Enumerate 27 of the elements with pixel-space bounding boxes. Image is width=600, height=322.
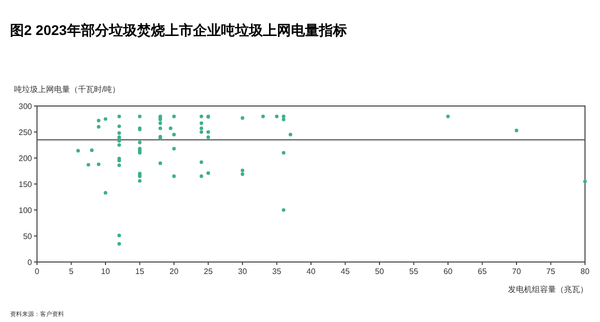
x-tick-label: 35 bbox=[272, 267, 282, 276]
y-tick-label: 50 bbox=[23, 232, 33, 241]
x-tick-label: 50 bbox=[375, 267, 384, 276]
x-axis-title: 发电机组容量（兆瓦） bbox=[508, 285, 588, 294]
chart-title: 图2 2023年部分垃圾焚烧上市企业吨垃圾上网电量指标 bbox=[10, 22, 347, 38]
x-tick-label: 20 bbox=[170, 267, 179, 276]
y-tick-label: 0 bbox=[28, 258, 33, 267]
x-tick-label: 65 bbox=[478, 267, 488, 276]
y-tick-label: 300 bbox=[18, 102, 33, 111]
x-tick-label: 15 bbox=[135, 267, 145, 276]
x-tick-label: 70 bbox=[512, 267, 522, 276]
y-tick-label: 150 bbox=[18, 180, 33, 189]
y-tick-label: 100 bbox=[18, 206, 33, 215]
x-tick-label: 30 bbox=[238, 267, 248, 276]
x-tick-label: 55 bbox=[409, 267, 419, 276]
y-axis-title: 吨垃圾上网电量（千瓦时/吨） bbox=[14, 85, 120, 94]
x-tick-label: 75 bbox=[546, 267, 556, 276]
y-tick-label: 250 bbox=[18, 128, 33, 137]
x-tick-label: 80 bbox=[580, 267, 590, 276]
x-tick-label: 0 bbox=[34, 267, 40, 276]
x-tick-label: 45 bbox=[340, 267, 350, 276]
x-tick-label: 5 bbox=[69, 267, 74, 276]
x-tick-label: 25 bbox=[204, 267, 214, 276]
x-tick-label: 40 bbox=[306, 267, 316, 276]
x-tick-label: 10 bbox=[101, 267, 110, 276]
x-tick-label: 60 bbox=[444, 267, 453, 276]
y-tick-label: 200 bbox=[18, 154, 33, 163]
